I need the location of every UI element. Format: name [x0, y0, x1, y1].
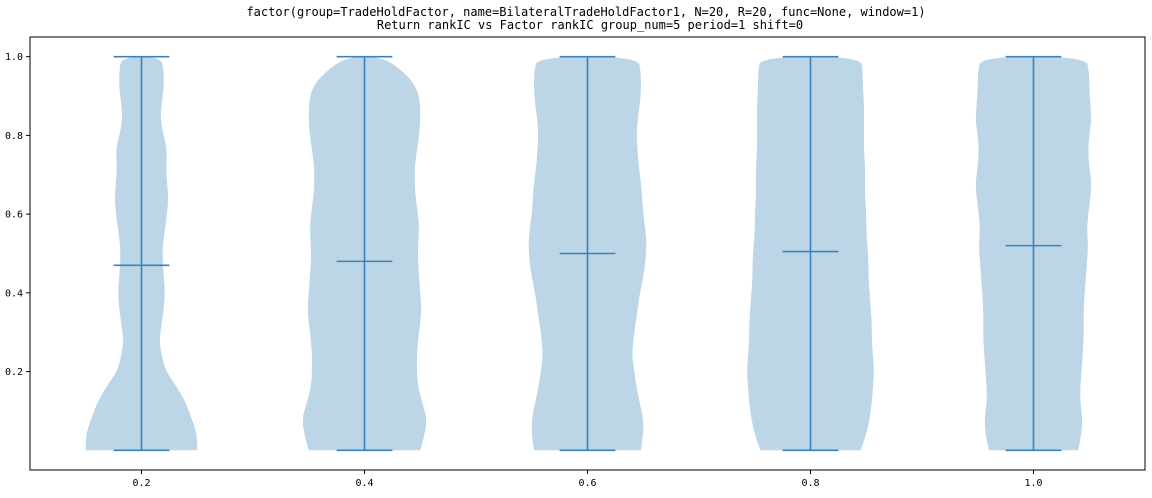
y-axis: 0.2 0.4 0.6 0.8 1.0	[5, 52, 30, 378]
y-tick-label-5: 1.0	[5, 52, 23, 63]
x-axis: 0.2 0.4 0.6 0.8 1.0	[132, 470, 1043, 489]
violins-layer	[85, 55, 1092, 452]
x-tick-label-1: 0.2	[132, 478, 150, 489]
violin-1	[85, 55, 198, 452]
x-tick-label-3: 0.6	[578, 478, 596, 489]
chart-subtitle: Return rankIC vs Factor rankIC group_num…	[377, 18, 803, 32]
y-tick-label-2: 0.4	[5, 288, 23, 299]
x-tick-label-5: 1.0	[1024, 478, 1042, 489]
y-tick-label-1: 0.2	[5, 367, 23, 378]
violin-3	[528, 55, 647, 452]
x-tick-label-2: 0.4	[355, 478, 373, 489]
x-tick-label-4: 0.8	[801, 478, 819, 489]
plot-frame	[29, 36, 1146, 471]
y-tick-label-3: 0.6	[5, 210, 23, 221]
chart-title: factor(group=TradeHoldFactor, name=Bilat…	[246, 5, 925, 19]
violin-4	[747, 55, 874, 452]
violin-5	[975, 55, 1092, 452]
violin-2	[302, 55, 427, 452]
y-tick-label-4: 0.8	[5, 131, 23, 142]
